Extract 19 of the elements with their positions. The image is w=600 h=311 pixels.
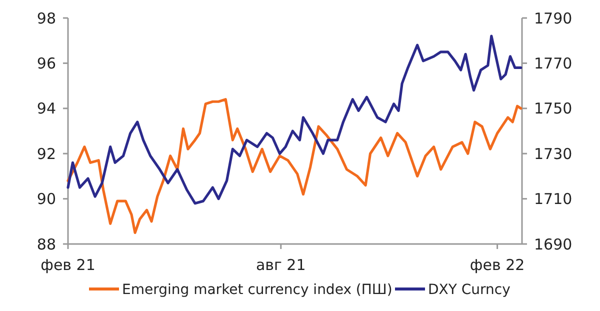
y2-tick-label: 1690: [534, 235, 572, 254]
line-series: [66, 34, 522, 205]
x-tick-label: фев 21: [40, 256, 96, 274]
y2-tick-label: 1750: [534, 100, 572, 118]
legend-label: Emerging market currency index (ПШ): [122, 282, 392, 298]
x-tick-label: авг 21: [256, 256, 306, 274]
y-tick-label: 88: [36, 235, 56, 254]
y2-tick-label: 1710: [534, 190, 572, 208]
x-tick-label: фев 22: [470, 256, 525, 274]
y-tick-label: 96: [36, 54, 56, 72]
y-tick-label: 90: [36, 190, 56, 208]
y2-tick-label: 1730: [534, 144, 572, 163]
y-tick-label: 98: [36, 9, 56, 28]
y-tick-label: 92: [36, 144, 56, 163]
line-series: [66, 98, 522, 234]
legend-label: DXY Curncy: [428, 282, 510, 298]
y2-tick-label: 1770: [534, 54, 572, 72]
y-tick-label: 94: [36, 100, 56, 118]
y2-tick-label: 1790: [534, 9, 572, 28]
